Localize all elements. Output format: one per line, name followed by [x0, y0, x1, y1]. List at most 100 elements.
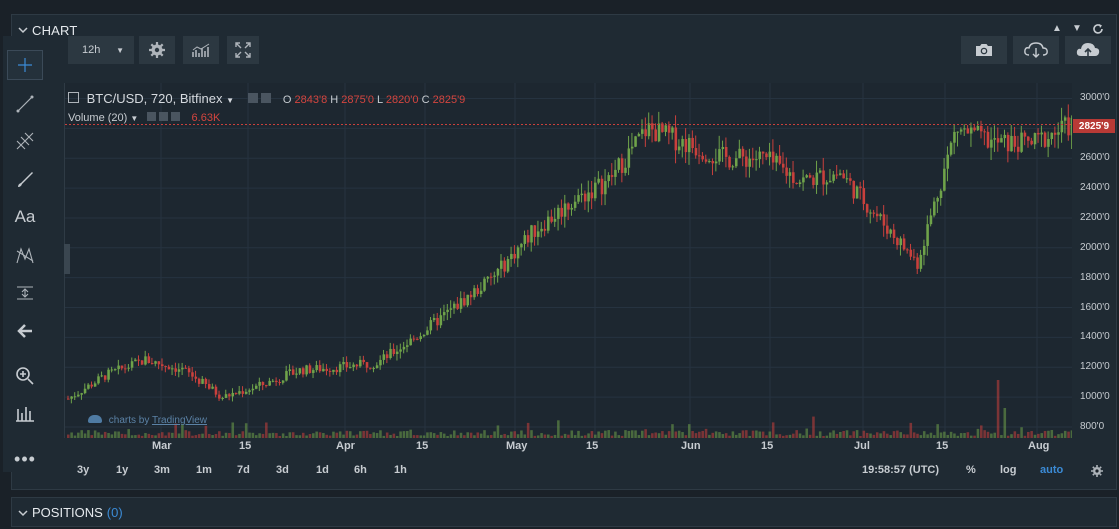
range-3d[interactable]: 3d — [276, 464, 289, 476]
trend-line-tool[interactable] — [7, 89, 43, 119]
load-chart-button[interactable] — [1013, 36, 1059, 64]
eye-icon[interactable] — [247, 93, 258, 103]
watermark-brand[interactable]: TradingView — [151, 415, 207, 426]
range-1y[interactable]: 1y — [116, 464, 129, 476]
utc-clock[interactable]: 19:58:57 (UTC) — [862, 464, 940, 476]
range-3m[interactable]: 3m — [154, 464, 170, 476]
text-tool[interactable]: Aa — [7, 202, 43, 232]
volume-bar — [1063, 430, 1067, 438]
positions-count: (0) — [106, 505, 123, 520]
settings-button[interactable] — [139, 36, 175, 64]
chevron-down-icon[interactable] — [18, 508, 28, 518]
chart-canvas[interactable] — [64, 83, 1072, 438]
pitchfork-tool[interactable] — [7, 126, 43, 156]
candle-body — [919, 254, 923, 269]
range-1h[interactable]: 1h — [394, 464, 407, 476]
volume-bar — [590, 431, 594, 438]
volume-bar — [83, 433, 87, 438]
volume-bar — [160, 432, 164, 438]
volume-bar — [785, 435, 788, 438]
crosshair-tool[interactable] — [7, 50, 43, 80]
candle-body — [664, 125, 668, 132]
ohlc-values: O 2843'8 H 2875'0 L 2820'0 C 2825'9 — [283, 94, 465, 106]
collapse-legend-icon[interactable] — [68, 92, 79, 103]
candle-body — [792, 172, 795, 183]
settings-small-icon[interactable] — [159, 112, 169, 121]
volume-bar — [1010, 434, 1013, 438]
candle-body — [768, 151, 772, 158]
auto-scale-toggle[interactable]: auto — [1040, 464, 1064, 476]
candle-body — [520, 243, 523, 248]
zoom-tool[interactable] — [7, 361, 43, 391]
chart-panel-header[interactable]: CHART ▲ ▼ — [12, 15, 1116, 45]
price-tick-label: 2000'0 — [1080, 241, 1110, 253]
volume-bar — [150, 435, 154, 438]
brush-tool[interactable] — [7, 164, 43, 194]
candle-body — [140, 360, 144, 365]
indicators-button[interactable] — [183, 36, 219, 64]
volume-bar — [73, 435, 77, 438]
candle-body — [523, 235, 527, 244]
positions-panel[interactable]: POSITIONS (0) — [11, 497, 1117, 527]
candle-body — [593, 182, 597, 199]
interval-dropdown[interactable]: 12h ▼ — [68, 36, 134, 64]
candle-body — [862, 188, 866, 205]
candle-body — [607, 175, 610, 182]
candle-body — [1053, 132, 1057, 135]
volume-bar — [130, 435, 134, 438]
volume-bar — [953, 433, 956, 438]
pattern-tool[interactable] — [7, 240, 43, 270]
chevron-down-icon[interactable]: ▼ — [130, 114, 139, 123]
range-1m[interactable]: 1m — [196, 464, 212, 476]
volume-title[interactable]: Volume (20) — [68, 112, 128, 124]
percent-scale-toggle[interactable]: % — [966, 464, 976, 476]
time-axis[interactable]: Mar 15 Apr 15 May 15 Jun 15 Jul 15 Aug — [64, 440, 1071, 458]
range-1d[interactable]: 1d — [316, 464, 329, 476]
toolbar-collapse-handle[interactable] — [64, 244, 70, 274]
close-icon[interactable] — [171, 112, 181, 121]
volume-bar — [1070, 430, 1072, 438]
candle-body — [694, 148, 698, 156]
fullscreen-button[interactable] — [227, 36, 259, 64]
more-tools[interactable]: ••• — [7, 444, 43, 474]
volume-bar — [855, 430, 859, 438]
snapshot-button[interactable] — [961, 36, 1007, 64]
symbol-title[interactable]: BTC/USD, 720, Bitfinex — [86, 91, 223, 106]
gear-icon[interactable] — [1090, 464, 1104, 478]
range-6h[interactable]: 6h — [354, 464, 367, 476]
refresh-icon[interactable] — [1092, 23, 1104, 35]
volume-bar — [520, 430, 523, 438]
volume-bar — [463, 435, 466, 438]
log-scale-toggle[interactable]: log — [1000, 464, 1017, 476]
move-up-icon[interactable]: ▲ — [1052, 23, 1062, 34]
tradingview-watermark[interactable]: charts by TradingView — [88, 415, 207, 426]
indicators-tool[interactable] — [7, 398, 43, 428]
candlestick-chart[interactable] — [65, 83, 1072, 438]
range-7d[interactable]: 7d — [237, 464, 250, 476]
volume-bar — [93, 430, 97, 438]
volume-bar — [399, 431, 402, 438]
measure-tool[interactable] — [7, 278, 43, 308]
chevron-down-icon[interactable]: ▼ — [226, 96, 234, 105]
move-down-icon[interactable]: ▼ — [1072, 23, 1082, 34]
volume-bar — [147, 433, 151, 438]
candle-body — [590, 192, 594, 199]
settings-small-icon[interactable] — [261, 93, 272, 103]
eye-icon[interactable] — [147, 112, 157, 121]
chevron-down-icon[interactable] — [18, 25, 28, 35]
volume-bar — [563, 433, 567, 438]
candle-body — [624, 167, 627, 173]
volume-bar — [426, 432, 429, 438]
candle-body — [271, 380, 275, 382]
volume-bar — [805, 428, 809, 438]
remove-drawings-tool[interactable] — [7, 316, 43, 346]
range-3y[interactable]: 3y — [77, 464, 90, 476]
save-chart-button[interactable] — [1065, 36, 1111, 64]
candle-body — [882, 214, 886, 226]
volume-bar — [87, 430, 90, 438]
candle-body — [281, 380, 285, 383]
open-value: 2843'8 — [294, 94, 328, 106]
price-axis[interactable]: 3000'02800'02600'02400'02200'02000'01800… — [1072, 83, 1117, 438]
positions-label: POSITIONS — [32, 505, 103, 520]
candle-body — [828, 180, 832, 183]
